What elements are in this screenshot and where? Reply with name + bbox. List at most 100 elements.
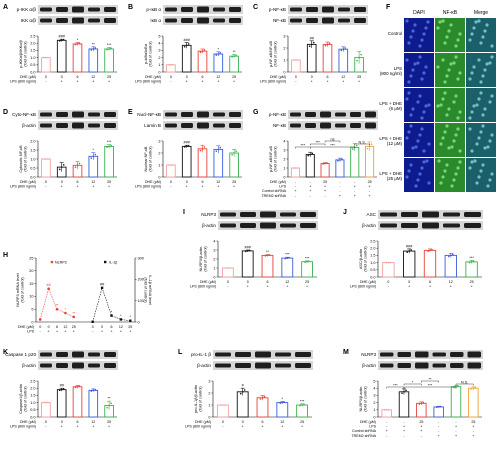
data-point — [324, 162, 326, 165]
condition-value: 0 — [61, 420, 63, 424]
blot-band — [320, 122, 331, 129]
condition-value: + — [186, 185, 188, 189]
data-point — [468, 261, 471, 264]
panel-F: F DAPI NF-κB Merge Control LPS (800 ng/ml) LPS … — [379, 4, 496, 192]
cell-spot — [454, 44, 458, 48]
data-point — [292, 167, 295, 169]
condition-value: - — [295, 180, 297, 184]
cell-spot — [488, 178, 492, 182]
data-point — [108, 145, 110, 148]
cell-spot — [447, 107, 451, 111]
cell-spot — [422, 110, 426, 114]
blot-band — [240, 223, 256, 228]
condition-value: + — [309, 185, 311, 189]
comparison-label: N.S. — [461, 380, 468, 384]
cell-spot — [454, 94, 458, 98]
condition-value: 12 — [341, 75, 345, 79]
y-tick-label: 1.5 — [30, 49, 35, 53]
comparison-bracket — [324, 140, 341, 143]
condition-value: + — [201, 185, 203, 189]
data-point — [370, 143, 373, 145]
panel-letter: A — [3, 4, 8, 11]
condition-label: LPS (800 ng/ml) — [190, 285, 216, 289]
row-label-line: Control — [388, 31, 402, 36]
comparison-bracket — [421, 380, 439, 383]
condition-value: - — [473, 429, 475, 433]
cell-spot — [479, 41, 483, 45]
y-tick-label: 2 — [283, 46, 285, 50]
bar — [213, 53, 224, 73]
cell-spot — [445, 35, 449, 39]
y-tick-label: 1.0 — [30, 401, 35, 405]
data-point — [366, 147, 369, 150]
cell-spot — [490, 94, 494, 98]
data-point — [201, 50, 204, 52]
cell-spot — [445, 124, 449, 128]
significance-label: ** — [266, 250, 269, 254]
cell-spot — [426, 20, 430, 24]
cell-spot — [427, 142, 431, 146]
panel-J: J ASCβ-actin0.00.51.01.52.02.5ASC/β-actin… — [343, 209, 483, 289]
condition-value: - — [354, 189, 356, 193]
cell-spot — [414, 145, 418, 149]
cell-spot — [418, 133, 422, 137]
data-point — [326, 43, 329, 46]
row-label-line: (6 μM) — [389, 106, 402, 111]
condition-value: 0 — [45, 180, 47, 184]
condition-value: + — [261, 425, 263, 429]
cell-spot — [468, 166, 472, 170]
significance-label: *** — [469, 256, 474, 260]
row-label-line: LPS — [394, 66, 402, 71]
data-point — [233, 55, 235, 57]
condition-label: DHE (μM) — [360, 280, 376, 284]
blot-band — [213, 18, 225, 23]
cell-spot — [437, 159, 441, 163]
blot-band — [306, 7, 318, 12]
data-point — [308, 260, 310, 263]
cell-spot — [452, 139, 456, 143]
condition-value: 6 — [267, 280, 269, 284]
cell-spot — [481, 113, 485, 117]
blot-band — [350, 123, 361, 128]
y-axis-label-line: Caspase1/β-actin — [19, 384, 23, 414]
point-nlrp3 — [64, 311, 67, 315]
y-axis-label-line: NLRP3/β-actin — [359, 387, 363, 412]
row-label: LPS + DHE (6 μM) — [379, 101, 402, 111]
data-point — [60, 166, 63, 168]
condition-value: 6 — [111, 325, 113, 329]
cell-spot — [474, 20, 478, 24]
y-axis-label-line: p-NF-κB/NF-κB — [269, 146, 273, 172]
blot-band — [88, 112, 100, 117]
data-point — [304, 261, 306, 263]
blot-band — [229, 112, 241, 117]
condition-value: - — [403, 420, 405, 424]
condition-value: - — [227, 285, 229, 289]
blot-band — [300, 212, 316, 217]
data-point — [170, 164, 172, 166]
condition-value: - — [455, 420, 457, 424]
data-point — [281, 401, 284, 404]
data-point — [183, 46, 186, 48]
data-point — [356, 59, 358, 62]
y-tick-label: 3 — [158, 49, 160, 53]
significance-label: * — [218, 47, 220, 51]
condition-value: 0 — [101, 325, 103, 329]
blot-band — [365, 111, 376, 118]
condition-value: 6 — [77, 180, 79, 184]
cell-spot — [443, 169, 447, 173]
cell-spot — [427, 181, 431, 185]
y-tick-label: 0.5 — [30, 166, 35, 170]
y-tick-label: 2.0 — [30, 42, 35, 46]
cell-spot — [418, 44, 422, 48]
blot-band — [464, 212, 481, 217]
y-tick-label: 0.0 — [30, 415, 35, 419]
data-point — [295, 59, 297, 61]
condition-value: + — [101, 330, 103, 334]
condition-value: + — [358, 80, 360, 84]
bar — [197, 50, 208, 73]
comparison-label: *** — [330, 143, 335, 147]
condition-label: DHE (μM) — [145, 75, 161, 79]
blot-band — [104, 123, 116, 128]
condition-value: + — [76, 185, 78, 189]
condition-label: DHE (μM) — [20, 180, 36, 184]
